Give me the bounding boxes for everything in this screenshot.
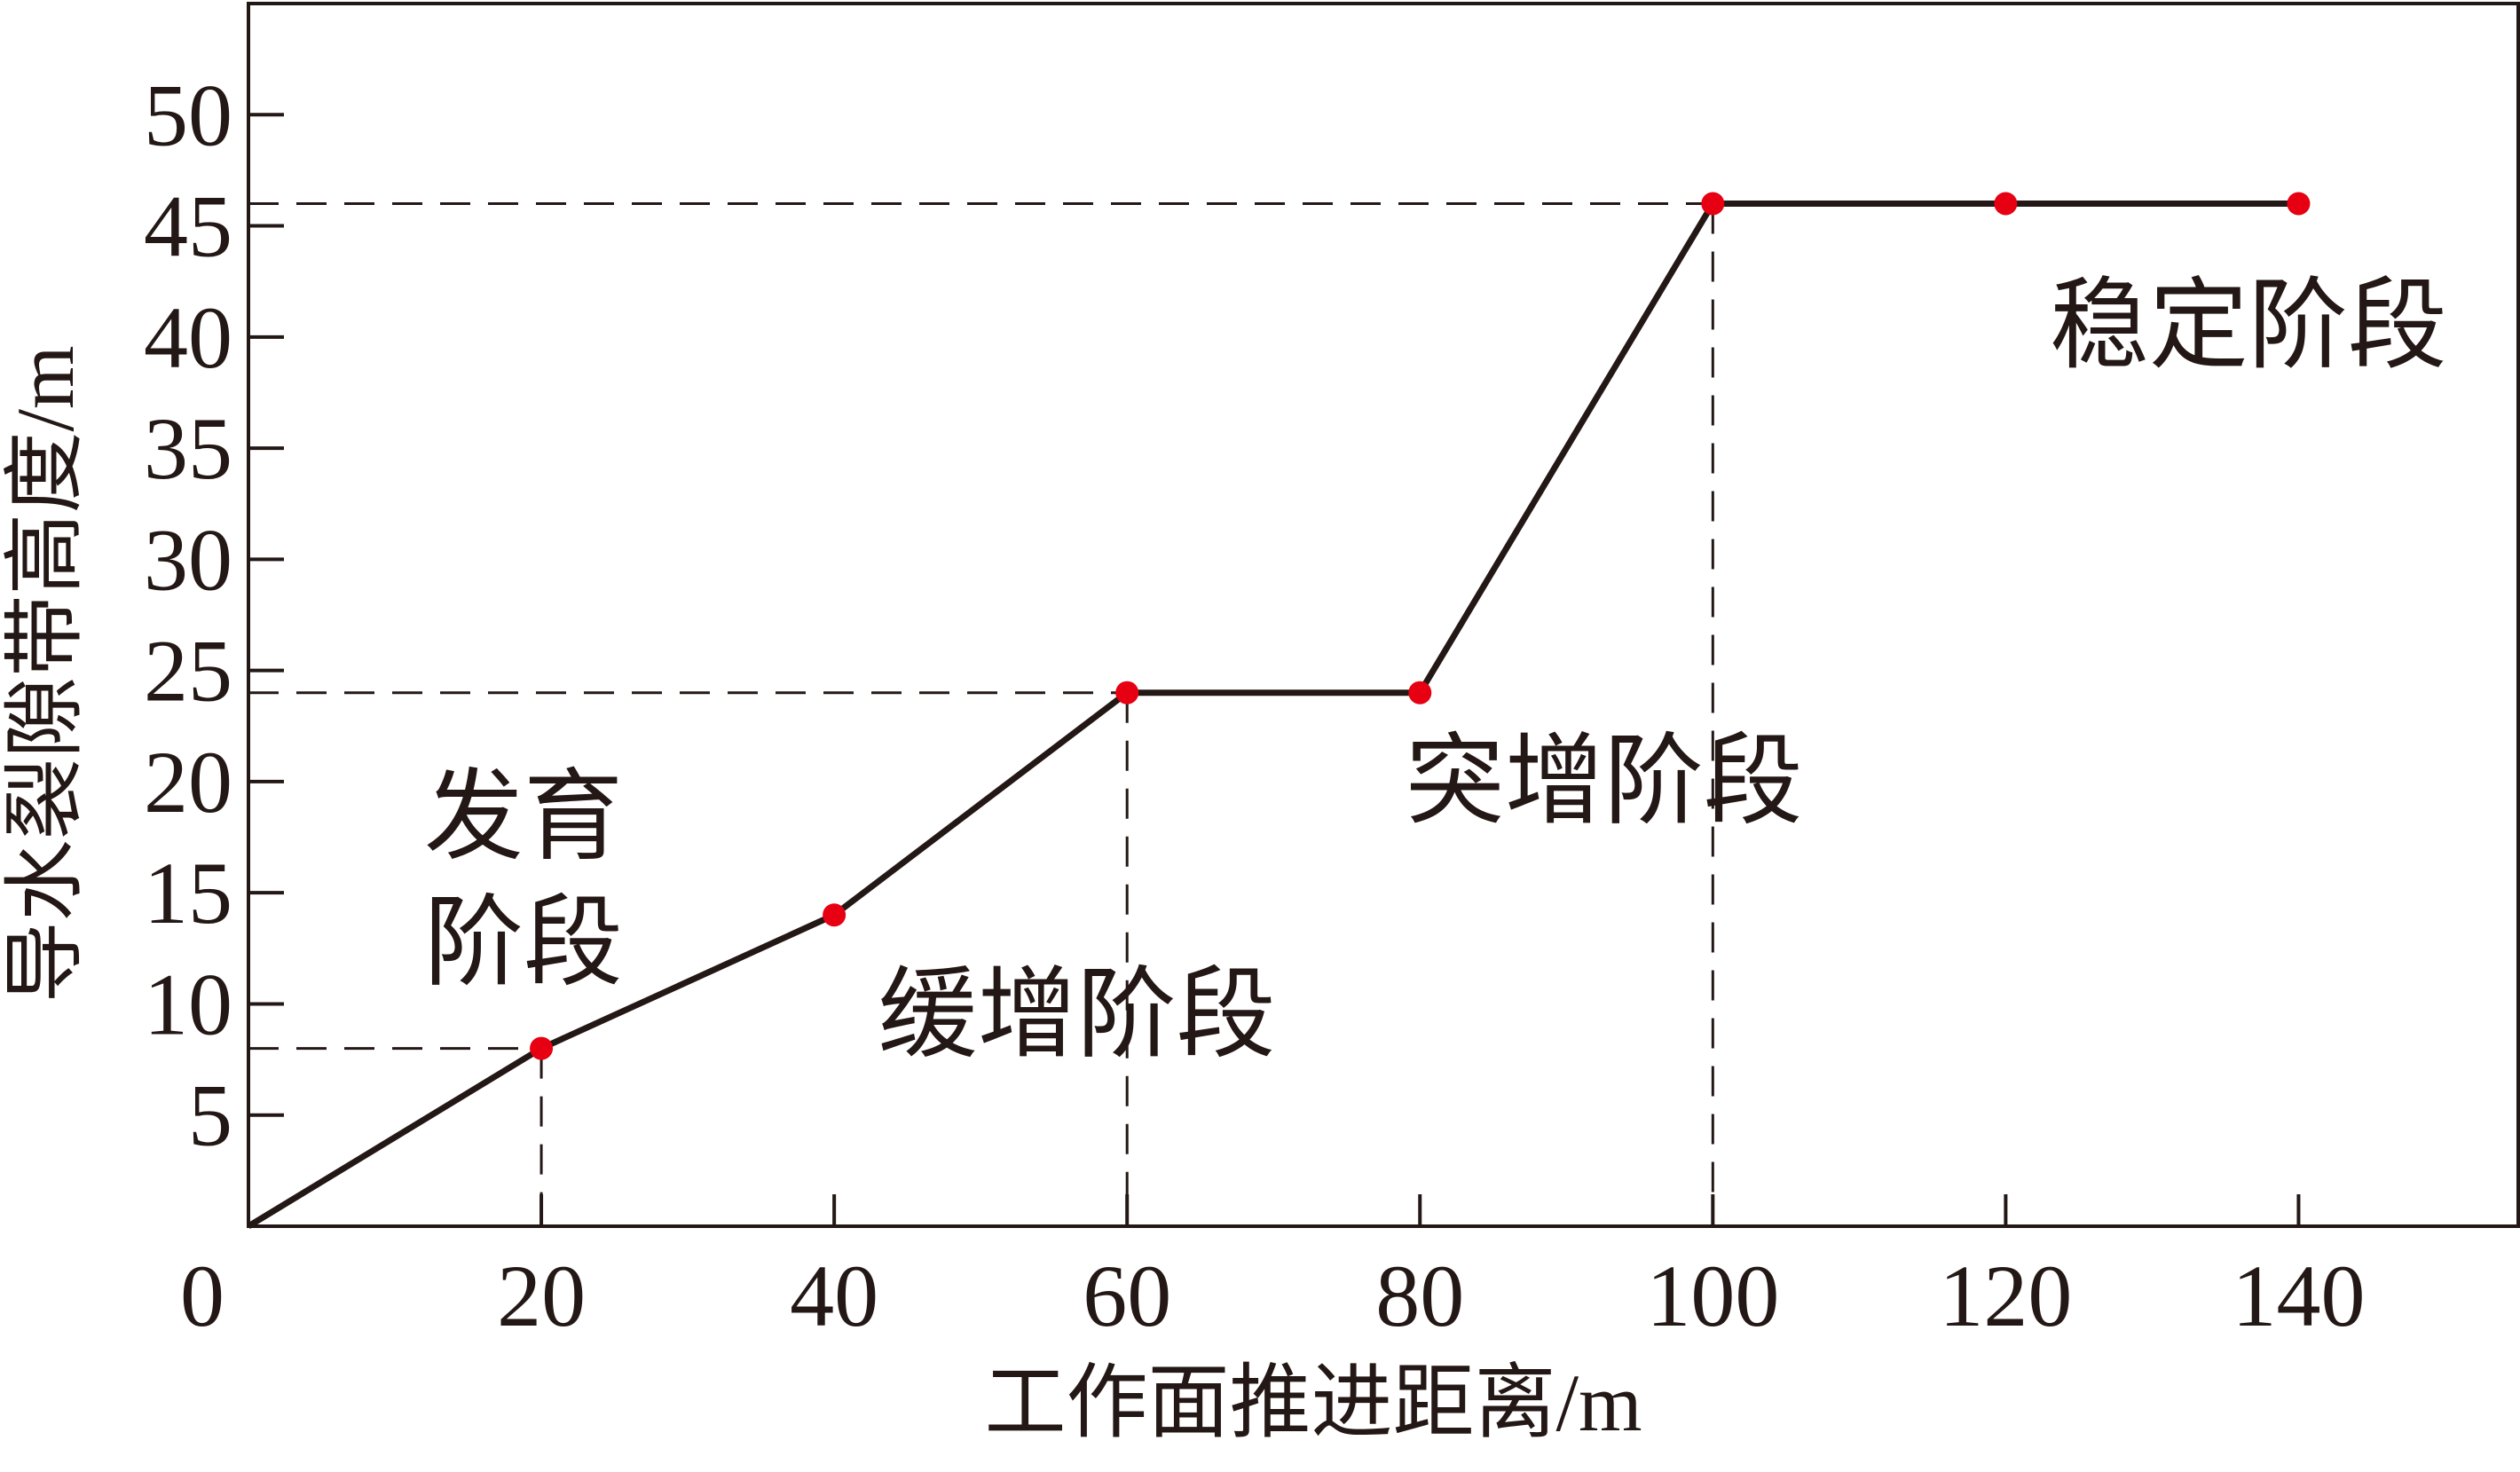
y-tick-label: 35: [144, 399, 232, 498]
data-point: [823, 903, 847, 927]
stage-label-line: 突增阶段: [1406, 727, 1803, 837]
plot-frame: [247, 2, 2520, 1228]
y-tick-label: 50: [144, 66, 232, 164]
x-tick-label: 100: [1646, 1247, 1779, 1345]
stage-label-sudden-increase: 突增阶段: [1406, 727, 1803, 837]
y-tick-label: 15: [144, 844, 232, 942]
y-tick-label: 25: [144, 622, 232, 720]
stage-label-slow-increase: 缓增阶段: [878, 961, 1276, 1071]
y-tick-label: 40: [144, 288, 232, 387]
x-axis-title: 工作面推进距离/m: [984, 1358, 1642, 1448]
stage-label-line: 稳定阶段: [2050, 272, 2447, 382]
stage-label-development: 发育阶段: [424, 763, 623, 999]
stage-label-line: 缓增阶段: [878, 961, 1276, 1071]
x-tick-label: 0: [180, 1247, 224, 1345]
data-line: [247, 200, 2299, 1229]
data-point: [1408, 681, 1432, 705]
data-point: [2287, 192, 2311, 216]
y-tick-label: 30: [144, 510, 232, 609]
y-axis-title: 导水裂隙带高度/m: [0, 345, 91, 1003]
y-tick-label: 45: [144, 177, 232, 276]
data-point: [1994, 192, 2018, 216]
data-point: [1115, 681, 1139, 705]
data-point: [530, 1036, 554, 1060]
stage-label-line: 阶段: [424, 889, 623, 999]
data-point: [1701, 192, 1725, 216]
x-tick-label: 140: [2232, 1247, 2365, 1345]
x-tick-label: 40: [790, 1247, 878, 1345]
stage-label-stable: 稳定阶段: [2050, 272, 2447, 382]
y-tick-label: 5: [188, 1067, 232, 1165]
x-tick-label: 20: [497, 1247, 586, 1345]
x-tick-label: 60: [1083, 1247, 1171, 1345]
y-tick-label: 20: [144, 733, 232, 831]
stage-label-line: 发育: [424, 763, 623, 873]
y-tick-label: 10: [144, 955, 232, 1053]
x-tick-label: 120: [1939, 1247, 2072, 1345]
x-tick-label: 80: [1375, 1247, 1464, 1345]
